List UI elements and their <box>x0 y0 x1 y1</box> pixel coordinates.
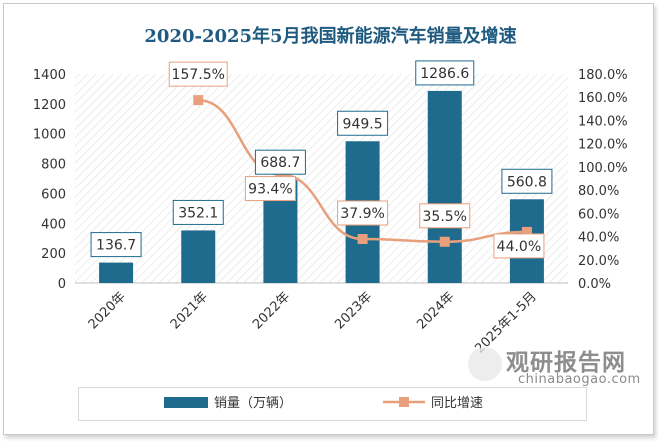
y-right-tick-label: 60.0% <box>578 207 619 222</box>
legend-line-marker <box>399 397 409 407</box>
bar-data-label-box <box>172 199 224 225</box>
legend-bar-swatch <box>164 397 208 408</box>
line-marker <box>521 226 532 237</box>
y-left-tick-label: 1400 <box>33 68 66 83</box>
watermark-domain: chinabaogao.com <box>518 372 641 387</box>
bar <box>99 262 134 283</box>
line-data-label: 37.9% <box>340 206 384 222</box>
bar-data-label: 352.1 <box>178 205 218 221</box>
chart-title: 2020-2025年5月我国新能源汽车销量及增速 <box>144 26 517 47</box>
bar-data-label-box <box>415 60 475 86</box>
line-data-label: 157.5% <box>172 67 225 83</box>
legend <box>78 387 587 421</box>
bar-data-label-box <box>254 149 306 175</box>
bar-data-label-group: 688.7 <box>254 149 306 175</box>
line-data-label-box <box>244 176 296 202</box>
y-left-tick-label: 800 <box>41 158 66 173</box>
y-left-tick-label: 0 <box>58 277 66 292</box>
line-marker <box>357 233 368 244</box>
y-right-tick-label: 160.0% <box>578 91 628 106</box>
line-data-label: 93.4% <box>248 182 292 198</box>
bar-data-label-group: 352.1 <box>172 199 224 225</box>
y-right-tick-label: 180.0% <box>578 68 628 83</box>
y-left-tick-label: 1000 <box>33 128 66 143</box>
bar-data-label-box <box>501 168 553 194</box>
y-right-tick-label: 120.0% <box>578 138 628 153</box>
y-right-tick-label: 40.0% <box>578 231 619 246</box>
bar-data-label-group: 560.8 <box>501 168 553 194</box>
line-data-label-group: 44.0% <box>493 233 545 259</box>
bar-data-label-group: 1286.6 <box>415 60 475 86</box>
bar <box>181 230 216 283</box>
y-right-tick-label: 140.0% <box>578 114 628 129</box>
line-marker <box>439 236 450 247</box>
y-left-tick-label: 200 <box>41 247 66 262</box>
watermark-logo-icon <box>468 347 502 381</box>
line-data-label-group: 157.5% <box>168 61 228 87</box>
bar-data-label: 560.8 <box>507 174 547 190</box>
legend-line-label: 同比增速 <box>431 396 483 411</box>
bar-data-label-group: 136.7 <box>90 232 142 258</box>
y-left-tick-label: 400 <box>41 217 66 232</box>
y-right-tick-label: 0.0% <box>578 277 611 292</box>
y-right-tick-label: 80.0% <box>578 184 619 199</box>
line-data-label-group: 37.9% <box>337 200 389 226</box>
series-line <box>198 98 527 244</box>
line-data-label-box <box>337 200 389 226</box>
y-right-tick-label: 20.0% <box>578 254 619 269</box>
line-marker <box>193 95 204 106</box>
line-data-label: 44.0% <box>497 239 541 255</box>
line-data-label-box <box>168 61 228 87</box>
plot-background <box>75 74 568 283</box>
y-left-tick-label: 1200 <box>33 98 66 113</box>
bar-data-label: 1286.6 <box>420 66 469 82</box>
line-data-label-group: 93.4% <box>244 176 296 202</box>
bar-data-label-group: 949.5 <box>337 110 389 136</box>
bar-data-label: 688.7 <box>260 155 300 171</box>
bar-data-label: 949.5 <box>343 116 383 132</box>
bar-data-label-box <box>90 232 142 258</box>
bar-data-label: 136.7 <box>96 238 136 254</box>
bar-data-label-box <box>337 110 389 136</box>
line-data-label-box <box>419 203 471 229</box>
y-left-tick-label: 600 <box>41 187 66 202</box>
legend-bar-label: 销量（万辆） <box>214 396 292 411</box>
y-right-tick-label: 100.0% <box>578 161 628 176</box>
watermark-brand: 观研报告网 <box>506 350 626 376</box>
bar <box>427 90 462 283</box>
line-data-label-box <box>493 233 545 259</box>
line-data-label: 35.5% <box>423 209 467 225</box>
line-data-label-group: 35.5% <box>419 203 471 229</box>
